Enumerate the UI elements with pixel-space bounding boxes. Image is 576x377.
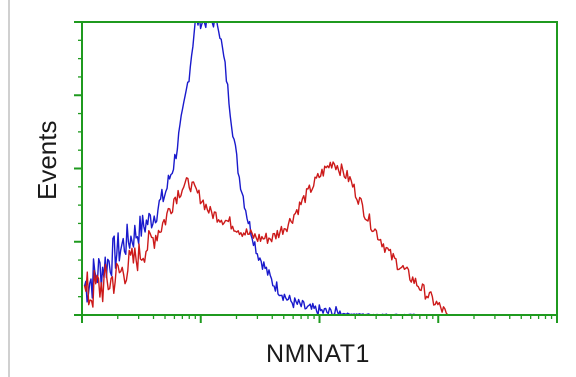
series-1-trace: [83, 22, 420, 315]
plot-frame: [81, 21, 558, 316]
x-axis-label: NMNAT1: [266, 340, 370, 368]
left-divider: [8, 0, 10, 377]
series-2-trace: [83, 161, 449, 315]
